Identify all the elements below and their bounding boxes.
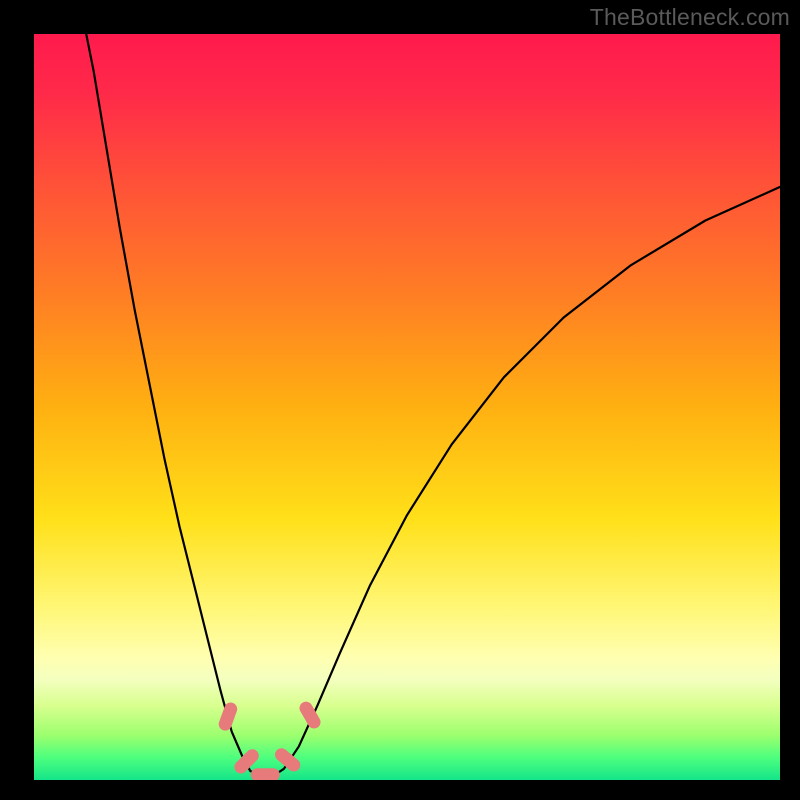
curve-marker — [251, 769, 279, 781]
bottleneck-chart — [0, 0, 800, 800]
heatmap-background — [34, 34, 780, 780]
